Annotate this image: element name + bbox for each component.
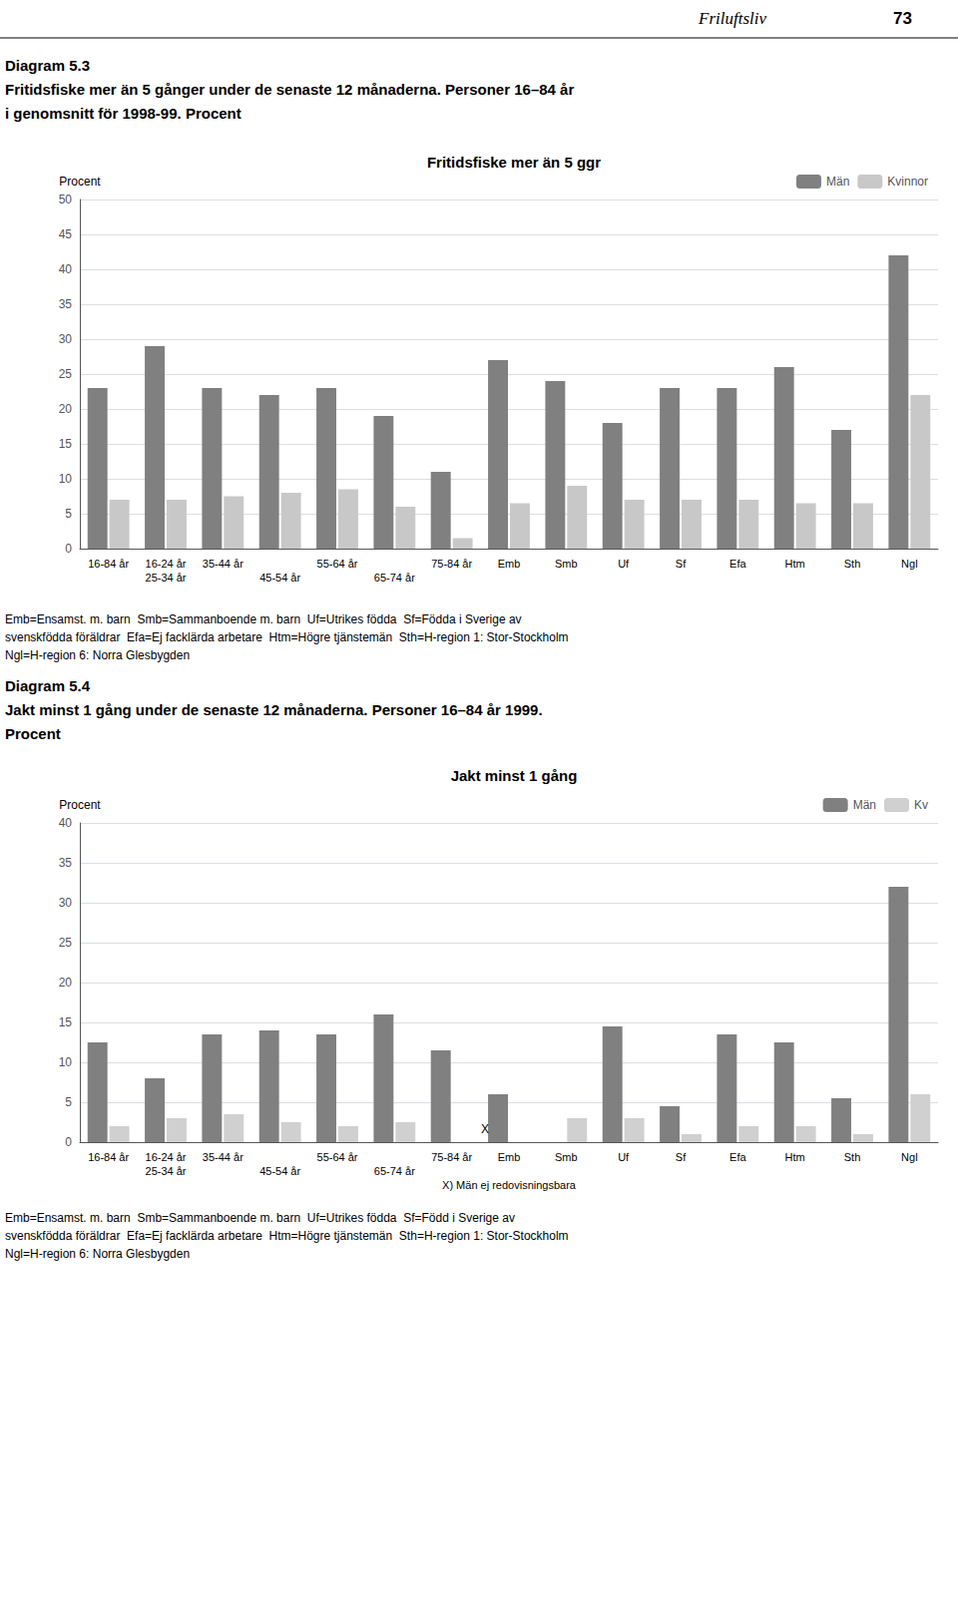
svg-text:16-84 år: 16-84 år: [87, 557, 129, 570]
svg-text:Män: Män: [826, 174, 850, 189]
svg-text:20: 20: [58, 402, 73, 417]
svg-text:40: 40: [58, 262, 73, 277]
svg-text:Fritidsfiske mer än 5 gånger u: Fritidsfiske mer än 5 gånger under de se…: [4, 80, 574, 98]
svg-text:Sf: Sf: [675, 1151, 687, 1164]
svg-text:Ngl=H-region 6: Norra Glesbygd: Ngl=H-region 6: Norra Glesbygden: [4, 648, 190, 663]
svg-text:10: 10: [58, 472, 73, 486]
svg-text:Kv: Kv: [914, 798, 929, 813]
svg-text:Jakt minst 1 gång under de sen: Jakt minst 1 gång under de senaste 12 må…: [4, 701, 543, 719]
svg-text:15: 15: [58, 1015, 73, 1030]
svg-text:16-24 år: 16-24 år: [145, 1151, 187, 1164]
svg-text:Procent: Procent: [58, 174, 101, 189]
svg-text:35-44 år: 35-44 år: [202, 1151, 244, 1164]
svg-text:40: 40: [58, 816, 73, 831]
svg-text:35-44 år: 35-44 år: [202, 557, 244, 570]
svg-text:75-84 år: 75-84 år: [431, 557, 473, 570]
svg-text:30: 30: [58, 896, 73, 911]
svg-text:25: 25: [58, 936, 73, 951]
svg-text:0: 0: [64, 541, 72, 556]
svg-text:Procent: Procent: [58, 798, 101, 813]
svg-text:i genomsnitt för 1998-99. Proc: i genomsnitt för 1998-99. Procent: [4, 104, 242, 122]
svg-text:svenskfödda föräldrar Efa=Ej: svenskfödda föräldrar Efa=Ej facklärda a…: [4, 630, 569, 645]
svg-text:Sth: Sth: [844, 557, 862, 570]
svg-text:25-34 år: 25-34 år: [145, 571, 187, 584]
svg-text:65-74 år: 65-74 år: [374, 571, 416, 584]
svg-text:Htm: Htm: [785, 557, 806, 570]
svg-text:25: 25: [58, 367, 73, 382]
svg-text:Emb: Emb: [497, 557, 521, 570]
svg-text:15: 15: [58, 437, 73, 452]
svg-text:Smb: Smb: [554, 557, 578, 570]
svg-text:Sth: Sth: [844, 1151, 862, 1164]
svg-text:Ngl: Ngl: [901, 557, 919, 570]
svg-text:X: X: [480, 1122, 489, 1137]
svg-text:Procent: Procent: [4, 725, 61, 743]
svg-text:Sf: Sf: [675, 557, 687, 570]
svg-text:Fritidsfiske mer än 5 ggr: Fritidsfiske mer än 5 ggr: [427, 153, 601, 171]
svg-text:Diagram 5.4: Diagram 5.4: [4, 677, 91, 695]
svg-text:Uf: Uf: [617, 1151, 630, 1164]
svg-text:25-34 år: 25-34 år: [145, 1165, 187, 1178]
svg-text:16-84 år: 16-84 år: [87, 1151, 129, 1164]
svg-text:5: 5: [64, 1095, 72, 1110]
svg-text:Ngl=H-region 6: Norra Glesbygd: Ngl=H-region 6: Norra Glesbygden: [4, 1247, 190, 1262]
svg-text:73: 73: [893, 8, 913, 28]
svg-text:10: 10: [58, 1055, 73, 1070]
svg-text:Kvinnor: Kvinnor: [887, 174, 929, 189]
svg-text:Smb: Smb: [554, 1151, 578, 1164]
svg-text:Emb=Ensamst. m. barn Smb=Samm: Emb=Ensamst. m. barn Smb=Sammanboende m.…: [4, 612, 522, 627]
svg-text:30: 30: [58, 332, 73, 347]
svg-text:20: 20: [58, 975, 73, 990]
svg-text:75-84 år: 75-84 år: [431, 1151, 473, 1164]
svg-text:Uf: Uf: [617, 557, 630, 570]
svg-text:65-74 år: 65-74 år: [374, 1165, 416, 1178]
svg-text:45: 45: [58, 227, 73, 242]
svg-text:Efa: Efa: [729, 557, 747, 570]
svg-text:Friluftsliv: Friluftsliv: [697, 8, 767, 28]
svg-text:Diagram 5.3: Diagram 5.3: [4, 56, 90, 74]
svg-text:Ngl: Ngl: [901, 1151, 919, 1164]
svg-text:Htm: Htm: [785, 1151, 806, 1164]
svg-text:50: 50: [58, 192, 73, 207]
svg-text:16-24 år: 16-24 år: [145, 557, 187, 570]
svg-text:5: 5: [64, 506, 72, 521]
svg-text:Emb=Ensamst. m. barn Smb=Samm: Emb=Ensamst. m. barn Smb=Sammanboende m.…: [4, 1211, 515, 1226]
svg-text:35: 35: [58, 297, 73, 312]
svg-text:X) Män ej redovisningsbara: X) Män ej redovisningsbara: [442, 1179, 577, 1192]
svg-text:45-54 år: 45-54 år: [259, 571, 301, 584]
svg-text:svenskfödda föräldrar Efa=Ej: svenskfödda föräldrar Efa=Ej facklärda a…: [4, 1229, 569, 1244]
svg-text:Emb: Emb: [497, 1151, 521, 1164]
svg-text:Män: Män: [853, 798, 877, 813]
svg-text:Jakt minst 1 gång: Jakt minst 1 gång: [451, 767, 578, 785]
svg-text:35: 35: [58, 856, 73, 871]
svg-text:0: 0: [64, 1135, 72, 1150]
svg-text:Efa: Efa: [729, 1151, 747, 1164]
svg-text:55-64 år: 55-64 år: [317, 1151, 359, 1164]
svg-text:55-64 år: 55-64 år: [317, 557, 359, 570]
svg-text:45-54 år: 45-54 år: [259, 1165, 301, 1178]
